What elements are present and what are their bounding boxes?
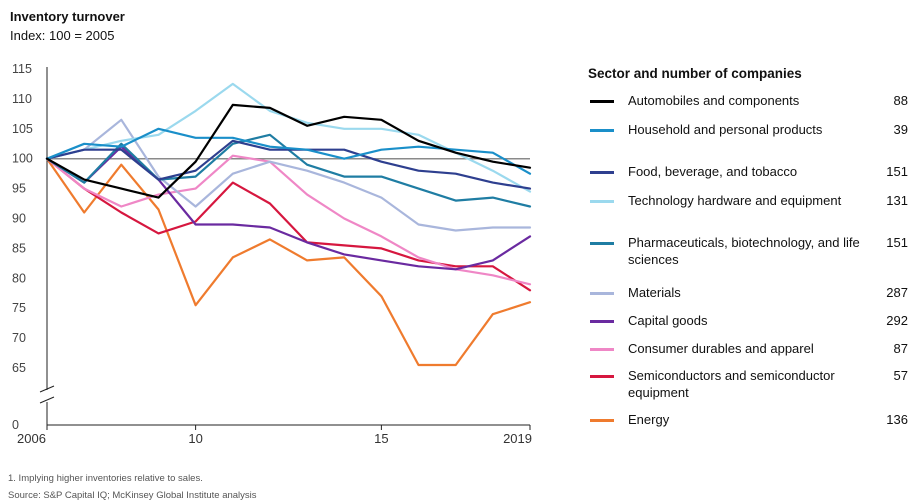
chart-title: Inventory turnover [10, 9, 125, 24]
series-line [45, 145, 532, 271]
legend-label: Materials [628, 285, 681, 300]
legend-swatch [590, 129, 614, 132]
legend-label: Food, beverage, and tobacco [628, 164, 798, 179]
legend-swatch [590, 348, 614, 351]
legend-swatch [590, 375, 614, 378]
series-line [45, 154, 532, 286]
y-tick-label: 80 [12, 271, 26, 285]
series-layer [45, 82, 532, 367]
legend-count: 287 [886, 285, 908, 300]
y-axis-break-mark [39, 385, 55, 393]
y-tick-label: 110 [12, 92, 32, 106]
legend-swatch [590, 200, 614, 203]
legend-count: 151 [886, 164, 908, 179]
y-tick-label: 0 [12, 418, 19, 432]
legend-swatch [590, 100, 614, 103]
legend-label: Technology hardware and equipment [628, 193, 842, 208]
legend-count: 39 [893, 122, 908, 137]
legend-swatch [590, 242, 614, 245]
footnote: 1. Implying higher inventories relative … [8, 473, 203, 484]
legend-label: Semiconductors and semiconductor equipme… [628, 368, 835, 400]
y-tick-label: 65 [12, 361, 26, 375]
x-tick-label: 2019 [503, 431, 532, 446]
y-tick-label: 85 [12, 241, 26, 255]
legend-count: 88 [893, 93, 908, 108]
series-line [45, 118, 532, 232]
legend-swatch [590, 320, 614, 323]
y-tick-label: 115 [12, 62, 32, 76]
legend-title: Sector and number of companies [588, 66, 802, 81]
x-tick-label: 15 [374, 431, 388, 446]
legend-label: Capital goods [628, 313, 708, 328]
series-line [45, 157, 532, 367]
y-tick-label: 95 [12, 182, 26, 196]
y-axis-break-mark [39, 396, 55, 404]
legend-count: 292 [886, 313, 908, 328]
legend-count: 131 [886, 193, 908, 208]
y-tick-label: 75 [12, 301, 26, 315]
legend-label: Automobiles and components [628, 93, 800, 108]
series-line [45, 82, 532, 193]
x-tick-label: 10 [188, 431, 202, 446]
chart-subtitle: Index: 100 = 2005 [10, 28, 115, 43]
legend-label: Pharmaceuticals, biotechnology, and life… [628, 235, 860, 267]
legend-count: 57 [893, 368, 908, 383]
legend-swatch [590, 292, 614, 295]
legend-label: Household and personal products [628, 122, 823, 137]
legend-swatch [590, 171, 614, 174]
series-line [45, 157, 532, 292]
series-line [45, 139, 532, 190]
y-tick-label: 90 [12, 212, 26, 226]
legend-swatch [590, 419, 614, 422]
legend-label: Energy [628, 412, 670, 427]
legend-count: 136 [886, 412, 908, 427]
y-tick-label: 100 [12, 152, 33, 166]
legend-count: 151 [886, 235, 908, 250]
legend-label: Consumer durables and apparel [628, 341, 814, 356]
series-line [45, 103, 532, 199]
legend-count: 87 [893, 341, 908, 356]
x-tick-label: 2006 [17, 431, 46, 446]
series-line [45, 127, 532, 175]
source-note: Source: S&P Capital IQ; McKinsey Global … [8, 490, 257, 501]
y-tick-label: 105 [12, 122, 33, 136]
y-tick-label: 70 [12, 331, 26, 345]
